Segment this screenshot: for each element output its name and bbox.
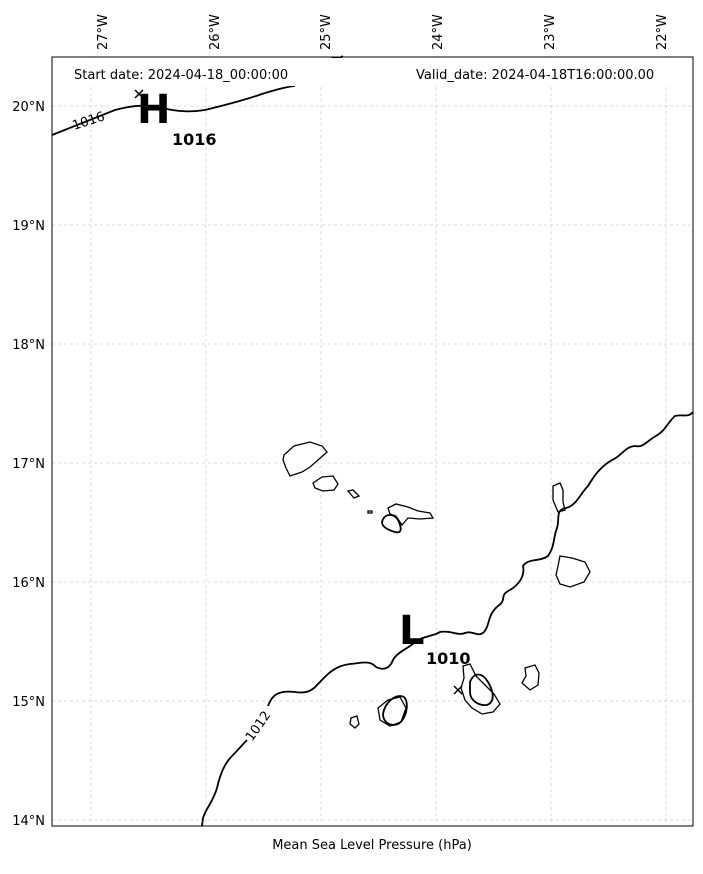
island-sal — [552, 482, 566, 513]
low-center-value: 1010 — [426, 649, 471, 668]
lat-label-17n: 17°N — [12, 457, 45, 472]
lat-label-16n: 16°N — [12, 576, 45, 591]
island-santa-luzia — [346, 489, 361, 499]
island-boa-vista — [555, 555, 591, 588]
isobar-1012-line-upper — [267, 411, 694, 707]
lon-label-22w: 22°W — [655, 14, 670, 50]
high-center-value: 1016 — [172, 130, 217, 149]
isobar-label-1016: 1016 — [71, 109, 107, 133]
lat-label-15n: 15°N — [12, 695, 45, 710]
low-center-ring-3 — [381, 514, 402, 534]
map-frame — [51, 56, 694, 827]
low-pressure-marker: L 1010 — [399, 608, 471, 695]
lat-label-19n: 19°N — [12, 219, 45, 234]
lon-label-26w: 26°W — [208, 14, 223, 50]
valid-date-label: Valid_date: 2024-04-18T16:00:00.00 — [416, 68, 654, 83]
lat-label-20n: 20°N — [12, 100, 45, 115]
lon-label-24w: 24°W — [431, 14, 446, 50]
low-center-letter: L — [399, 608, 425, 654]
high-center-cross-icon — [134, 89, 144, 99]
start-date-label: Start date: 2024-04-18_00:00:00 — [74, 68, 288, 83]
island-maio — [521, 664, 540, 691]
isobars — [51, 55, 694, 827]
lat-label-14n: 14°N — [12, 814, 45, 829]
latitude-labels: 20°N 19°N 18°N 17°N 16°N 15°N 14°N — [12, 100, 45, 829]
isobar-1016-line — [51, 85, 296, 136]
island-raso — [367, 510, 373, 514]
lon-label-27w: 27°W — [96, 14, 111, 50]
isobar-label-1012: 1012 — [243, 709, 274, 745]
map-caption: Mean Sea Level Pressure (hPa) — [272, 838, 472, 853]
low-center-ring-2 — [382, 695, 408, 726]
header-band — [53, 58, 692, 86]
island-sao-nicolau — [387, 503, 435, 527]
island-sao-vicente — [312, 475, 339, 492]
island-santiago — [460, 663, 501, 715]
graticule — [52, 57, 693, 826]
lat-label-18n: 18°N — [12, 338, 45, 353]
low-center-cross-icon — [453, 685, 463, 695]
high-pressure-marker: H 1016 — [134, 87, 217, 149]
island-santo-antao — [282, 441, 328, 477]
high-center-letter: H — [137, 87, 170, 133]
island-brava — [349, 715, 360, 729]
lon-label-25w: 25°W — [319, 14, 334, 50]
isobar-1012-line — [201, 739, 248, 827]
longitude-labels: 27°W 26°W 25°W 24°W 23°W 22°W — [96, 14, 670, 50]
islands — [282, 441, 591, 729]
lon-label-23w: 23°W — [543, 14, 558, 50]
low-center-ring-1 — [469, 673, 494, 706]
